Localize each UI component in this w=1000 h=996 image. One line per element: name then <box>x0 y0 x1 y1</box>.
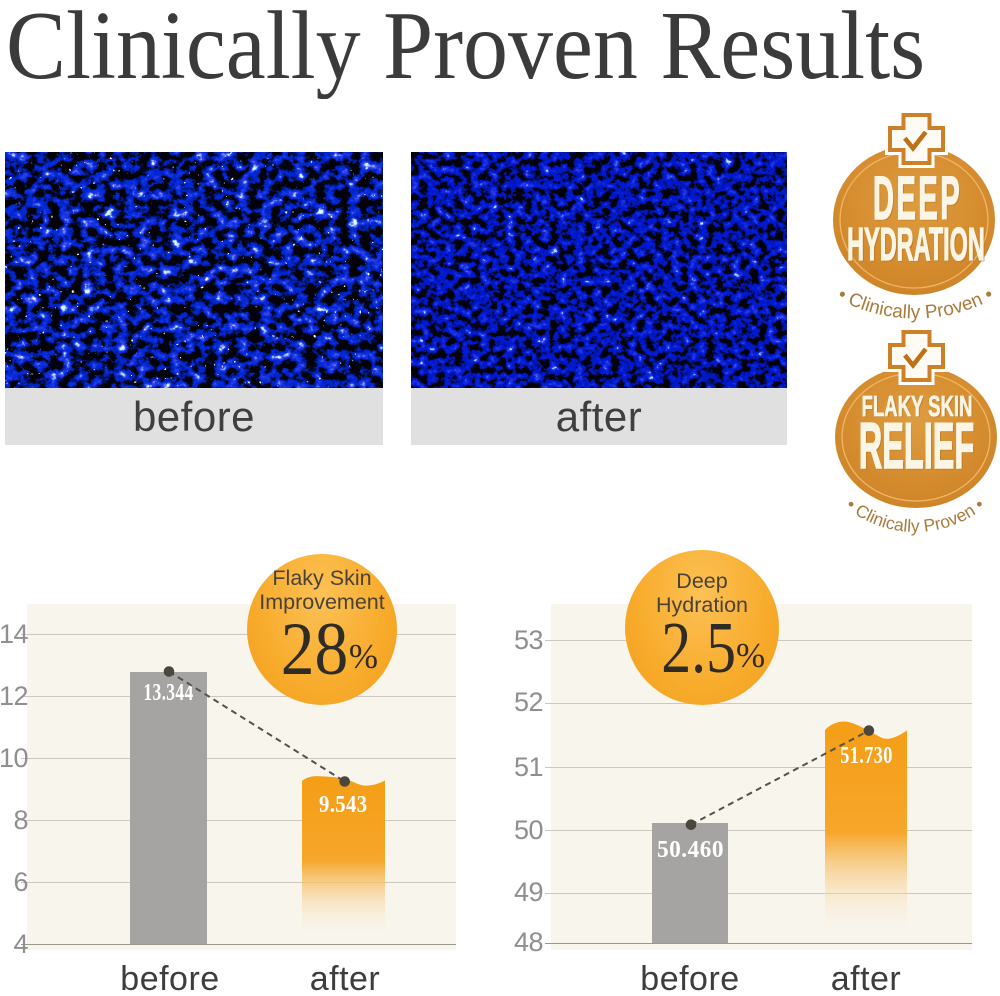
svg-text:DEEP: DEEP <box>873 165 962 233</box>
svg-text:FLAKY SKIN: FLAKY SKIN <box>862 391 973 423</box>
svg-text:RELIEF: RELIEF <box>859 409 975 482</box>
svg-text:RELIEF: RELIEF <box>860 410 976 483</box>
svg-text:HYDRATION: HYDRATION <box>848 220 986 272</box>
svg-text:HYDRATION: HYDRATION <box>847 218 985 270</box>
svg-text:DEEP: DEEP <box>874 167 963 235</box>
svg-text:FLAKY SKIN: FLAKY SKIN <box>863 392 974 424</box>
